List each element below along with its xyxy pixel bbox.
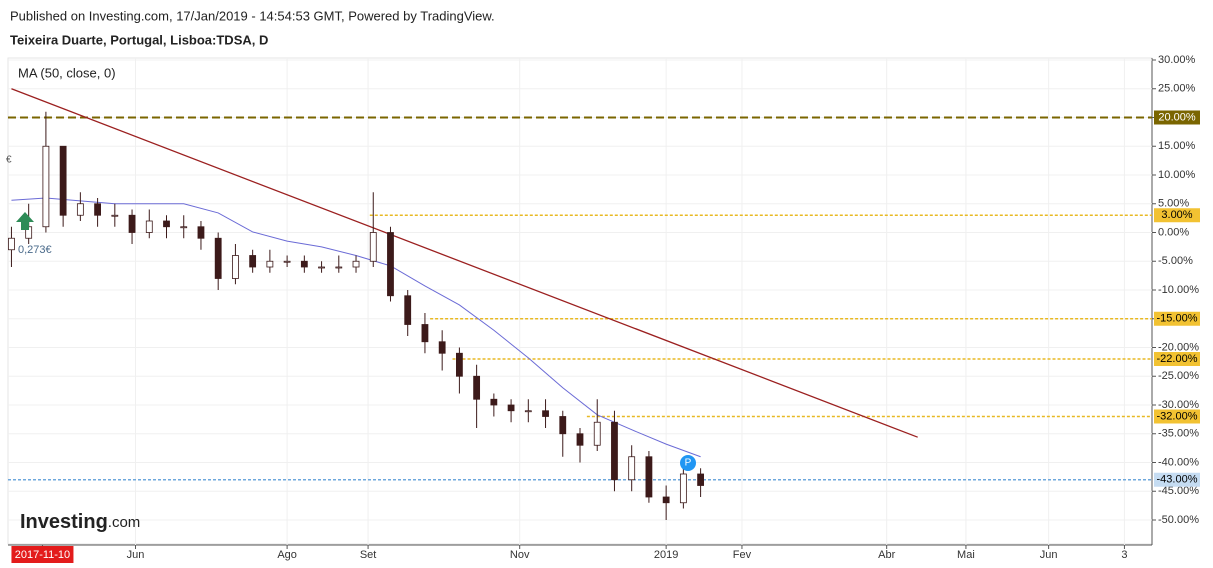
logo-main: Investing xyxy=(20,511,108,533)
y-tick-label: -30.00% xyxy=(1158,399,1199,411)
x-tick-label: Fev xyxy=(733,549,752,561)
candle-body xyxy=(507,404,515,412)
candle-body xyxy=(300,260,308,268)
candle-body xyxy=(76,203,84,216)
currency-label: € xyxy=(6,155,12,166)
candle-body xyxy=(455,352,463,377)
published-line: Published on Investing.com, 17/Jan/2019 … xyxy=(10,8,495,23)
candle-body xyxy=(163,220,170,228)
candle-body xyxy=(490,398,498,406)
level-label-box xyxy=(1154,409,1200,424)
y-tick-label: 25.00% xyxy=(1158,83,1196,95)
candle-body xyxy=(524,410,532,413)
candle-body xyxy=(662,496,670,504)
candle-body xyxy=(318,266,325,269)
x-tick-label: Ago xyxy=(277,549,297,561)
candle-body xyxy=(352,260,360,268)
candle-body xyxy=(611,421,618,481)
x-tick-label: 2017-11-10 xyxy=(15,549,70,561)
candle-body xyxy=(438,341,446,354)
candle-body xyxy=(679,473,687,504)
y-tick-label: -20.00% xyxy=(1158,341,1199,353)
candle-body xyxy=(94,203,101,216)
y-tick-label: -25.00% xyxy=(1158,370,1199,382)
candle-body xyxy=(335,266,343,269)
candle-body xyxy=(180,226,188,229)
candle-body xyxy=(197,226,205,239)
candle-body xyxy=(369,232,377,262)
x-tick-label: Nov xyxy=(510,549,530,561)
candle-body xyxy=(697,473,705,486)
x-tick-label: 2019 xyxy=(654,549,678,561)
y-tick-label: 10.00% xyxy=(1158,169,1196,181)
y-tick-label: -40.00% xyxy=(1158,456,1199,468)
candle-body xyxy=(421,324,429,343)
plot-frame xyxy=(7,57,1153,545)
x-tick-label: Set xyxy=(360,549,377,561)
candle-body xyxy=(628,456,636,481)
candle-body xyxy=(283,260,291,263)
candle-body xyxy=(645,456,653,498)
candle-body xyxy=(266,260,274,268)
candle-body xyxy=(128,214,136,233)
level-label: -32.00% xyxy=(1157,410,1198,422)
y-tick-label: -45.00% xyxy=(1158,485,1199,497)
logo: Investing.com xyxy=(20,511,140,533)
candle-body xyxy=(593,421,601,446)
x-tick-label: Jun xyxy=(127,549,145,561)
marker-label: P xyxy=(685,458,692,469)
y-tick-label: -5.00% xyxy=(1158,255,1193,267)
y-tick-label: -35.00% xyxy=(1158,428,1199,440)
candle-body xyxy=(542,410,549,417)
candle-body xyxy=(42,145,50,228)
y-tick-label: 30.00% xyxy=(1158,54,1196,66)
level-label-box xyxy=(1154,311,1200,326)
candle-body xyxy=(576,433,584,446)
logo-suffix: .com xyxy=(108,514,141,531)
y-tick-label: -50.00% xyxy=(1158,514,1199,526)
level-label: -43.00% xyxy=(1157,474,1198,486)
candle-body xyxy=(559,416,567,435)
level-label-box xyxy=(1154,472,1200,487)
indicator-legend: MA (50, close, 0) xyxy=(18,65,116,80)
candle-body xyxy=(111,214,119,217)
level-label: 3.00% xyxy=(1161,209,1192,221)
candle-body xyxy=(232,255,239,279)
price-label: 0,273€ xyxy=(18,244,52,256)
candle-body xyxy=(8,237,15,251)
chart-title: Teixeira Duarte, Portugal, Lisboa:TDSA, … xyxy=(10,32,268,47)
marker-circle xyxy=(680,455,696,471)
x-tick-label: Abr xyxy=(878,549,895,561)
y-tick-label: 15.00% xyxy=(1158,140,1196,152)
candle-body xyxy=(145,220,153,233)
trendline xyxy=(11,88,918,438)
level-label-box xyxy=(1154,110,1200,125)
y-tick-label: -10.00% xyxy=(1158,284,1199,296)
candle-body xyxy=(249,255,257,268)
level-label-box xyxy=(1154,208,1200,223)
candle-body xyxy=(404,295,412,325)
buy-arrow xyxy=(16,212,34,230)
candle-body xyxy=(214,237,222,279)
candle-body xyxy=(387,232,394,297)
x-tick-label: Jun xyxy=(1040,549,1058,561)
x-tick-label: Mai xyxy=(957,549,975,561)
level-label: 20.00% xyxy=(1158,111,1196,123)
x-tick-label: 3 xyxy=(1121,549,1127,561)
candle-body xyxy=(59,145,67,216)
y-tick-label: 5.00% xyxy=(1158,198,1189,210)
level-label: -22.00% xyxy=(1157,353,1198,365)
x-tick-highlight xyxy=(11,546,74,563)
level-label: -15.00% xyxy=(1157,313,1198,325)
candle-body xyxy=(473,375,481,400)
level-label-box xyxy=(1154,352,1200,366)
y-tick-label: 0.00% xyxy=(1158,226,1189,238)
